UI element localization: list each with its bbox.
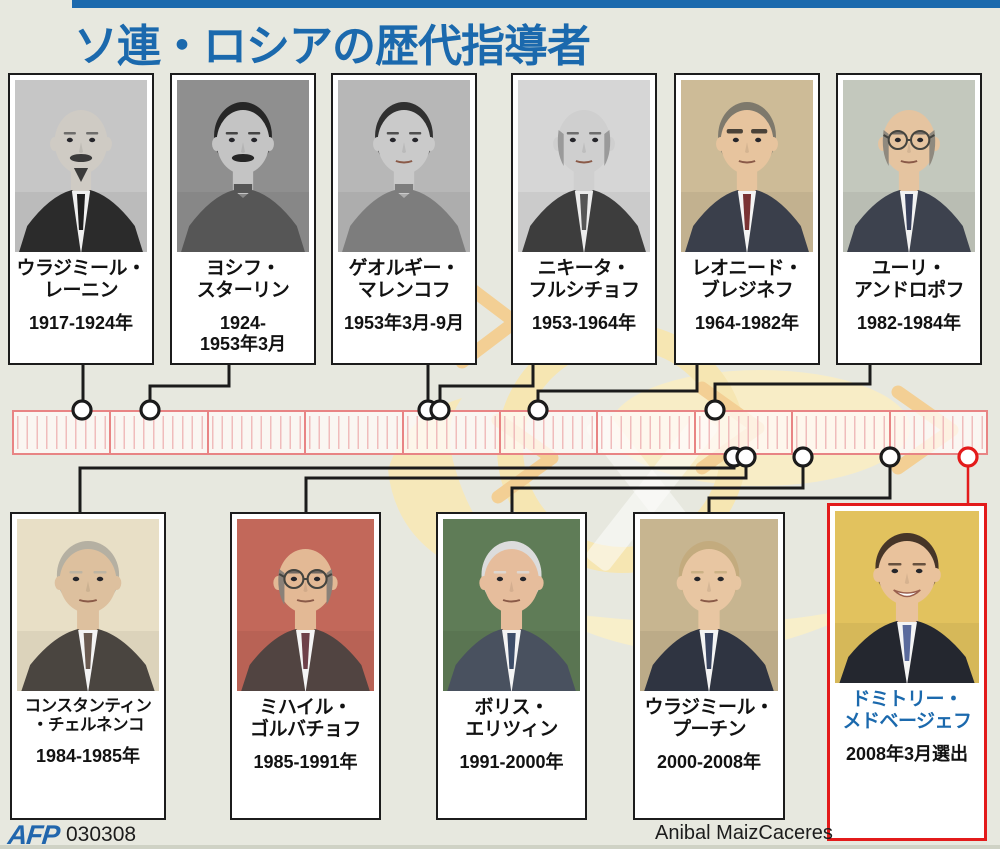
leader-box-brezhnev: レオニード・ ブレジネフ 1964-1982年 [674,73,820,365]
portrait-medvedev [835,511,979,683]
decade-cell-1930s [209,412,307,453]
decade-cell-1990s [793,412,891,453]
leader-name-malenkov: ゲオルギー・ マレンコフ [348,258,460,302]
leader-years-stalin: 1924- 1953年3月 [199,312,287,354]
leader-years-medvedev: 2008年3月選出 [845,743,969,764]
leader-name-andropov: ユーリ・ アンドロポフ [853,258,965,302]
leader-box-malenkov: ゲオルギー・ マレンコフ 1953年3月-9月 [331,73,477,365]
decade-cell-1960s [501,412,599,453]
footer-credit: Anibal MaizCaceres [655,822,833,844]
leader-name-yeltsin: ボリス・ エリツィン [465,697,558,741]
bottom-edge-strip [0,845,1000,849]
leader-years-brezhnev: 1964-1982年 [694,312,800,333]
decade-cell-1970s [598,412,696,453]
leader-years-khrushchev: 1953-1964年 [531,312,637,333]
portrait-brezhnev [681,80,813,252]
leader-name-lenin: ウラジミール・ レーニン [16,258,146,302]
leader-box-stalin: ヨシフ・ スターリン 1924- 1953年3月 [170,73,316,365]
portrait-andropov [843,80,975,252]
leader-years-lenin: 1917-1924年 [28,312,134,333]
decade-cell-1910s [14,412,112,453]
leader-box-khrushchev: ニキータ・ フルシチョフ 1953-1964年 [511,73,657,365]
leader-name-khrushchev: ニキータ・ フルシチョフ [528,258,640,302]
decade-cell-1950s [404,412,502,453]
footer-date-code: 030308 [66,823,137,846]
page-title: ソ連・ロシアの歴代指導者 [74,22,591,71]
leader-box-andropov: ユーリ・ アンドロポフ 1982-1984年 [836,73,982,365]
decade-cell-2000s [891,412,986,453]
leader-box-putin: ウラジミール・ プーチン 2000-2008年 [633,512,785,820]
timeline-bar [12,410,988,455]
portrait-gorbachev [237,519,374,691]
afp-logo: AFP [6,820,61,849]
leader-box-chernenko: コンスタンティン ・チェルネンコ 1984-1985年 [10,512,166,820]
leader-name-medvedev: ドミトリー・ メドベージェフ [842,689,972,733]
portrait-lenin [15,80,147,252]
decade-cell-1920s [111,412,209,453]
decade-cell-1980s [696,412,794,453]
portrait-khrushchev [518,80,650,252]
leader-years-yeltsin: 1991-2000年 [459,751,564,772]
leader-years-chernenko: 1984-1985年 [35,745,141,766]
leader-name-putin: ウラジミール・ プーチン [644,697,774,741]
portrait-chernenko [17,519,159,691]
leader-years-gorbachev: 1985-1991年 [253,751,358,772]
leader-box-yeltsin: ボリス・ エリツィン 1991-2000年 [436,512,587,820]
leader-name-gorbachev: ミハイル・ ゴルバチョフ [249,697,362,741]
title-accent-bar [72,0,1000,8]
leader-box-lenin: ウラジミール・ レーニン 1917-1924年 [8,73,154,365]
leader-box-medvedev: ドミトリー・ メドベージェフ 2008年3月選出 [827,503,987,841]
decade-cell-1940s [306,412,404,453]
leader-years-putin: 2000-2008年 [656,751,762,772]
leader-name-chernenko: コンスタンティン ・チェルネンコ [24,697,152,735]
portrait-yeltsin [443,519,580,691]
portrait-stalin [177,80,309,252]
portrait-malenkov [338,80,470,252]
leader-name-stalin: ヨシフ・ スターリン [196,258,290,302]
leader-name-brezhnev: レオニード・ ブレジネフ [691,258,803,302]
portrait-putin [640,519,778,691]
leader-box-gorbachev: ミハイル・ ゴルバチョフ 1985-1991年 [230,512,381,820]
leader-years-malenkov: 1953年3月-9月 [343,312,465,333]
leader-years-andropov: 1982-1984年 [856,312,962,333]
